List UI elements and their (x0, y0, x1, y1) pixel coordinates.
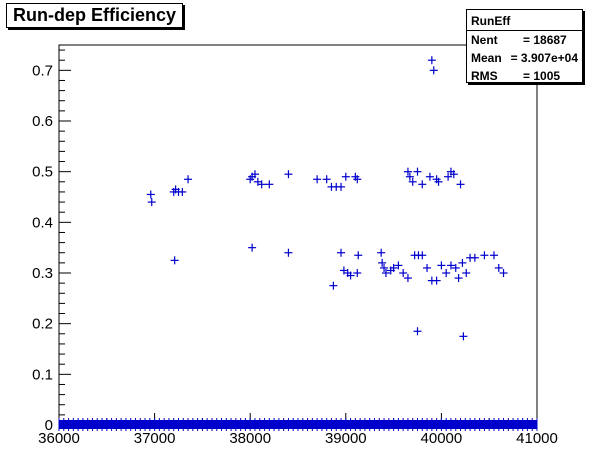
y-tick-label: 0.3 (32, 265, 53, 282)
data-point (446, 261, 455, 270)
data-point (456, 180, 465, 189)
data-point (353, 175, 362, 184)
chart-points (58, 56, 538, 431)
stats-row-mean: Mean = 3.907e+04 (471, 49, 578, 67)
data-point (470, 253, 479, 262)
y-tick-label: 0.5 (32, 164, 53, 181)
data-point (377, 248, 386, 257)
data-point (403, 274, 412, 283)
data-point (257, 180, 266, 189)
data-point (413, 167, 422, 176)
data-point (494, 263, 503, 272)
data-point (405, 172, 414, 181)
data-point (346, 271, 355, 280)
data-point (429, 66, 438, 75)
data-point (459, 332, 468, 341)
data-point (499, 269, 508, 277)
data-point (403, 167, 412, 176)
data-point (248, 243, 257, 252)
stats-row-nent: Nent = 18687 (471, 31, 578, 49)
x-tick-label: 38000 (229, 430, 271, 447)
data-point (313, 175, 322, 184)
y-tick-label: 0.2 (32, 316, 53, 333)
data-point (322, 175, 331, 184)
y-tick-label: 0.4 (32, 214, 53, 231)
data-point (284, 248, 293, 257)
stats-label: Nent (471, 33, 498, 47)
data-point (449, 170, 458, 179)
data-point (184, 175, 193, 184)
y-tick-label: 0.1 (32, 366, 53, 383)
stats-row-rms: RMS = 1005 (471, 67, 578, 83)
chart-title: Run-dep Efficiency (6, 3, 184, 28)
data-point (399, 269, 408, 277)
x-tick-label: 39000 (325, 430, 367, 447)
data-point (489, 251, 498, 260)
data-point (458, 258, 467, 267)
data-point (380, 263, 389, 272)
x-tick-label: 40000 (421, 430, 463, 447)
data-point (337, 182, 346, 191)
data-point (432, 276, 441, 285)
x-tick-label: 36000 (38, 430, 80, 447)
data-point (354, 251, 363, 260)
data-point (413, 327, 422, 336)
y-tick-label: 0.6 (32, 113, 53, 130)
data-point (146, 190, 155, 199)
stats-label: RMS (471, 69, 498, 83)
data-point (480, 251, 489, 260)
data-point (389, 263, 398, 272)
data-point (437, 261, 446, 270)
data-point (265, 180, 274, 189)
stats-name: RunEff (471, 14, 511, 28)
data-point (444, 172, 453, 181)
data-point (337, 248, 346, 257)
stats-divider (467, 30, 582, 31)
data-point (434, 177, 443, 186)
y-tick-label: 0 (45, 417, 53, 434)
data-point (341, 172, 350, 181)
x-tick-label: 37000 (134, 430, 176, 447)
data-point (442, 269, 451, 277)
stats-label: Mean (471, 51, 502, 65)
data-point (451, 263, 460, 272)
stats-value: = 1005 (523, 69, 561, 83)
data-point (250, 170, 259, 179)
data-point (178, 187, 187, 196)
stats-box: RunEff Nent = 18687 Mean = 3.907e+04 RMS… (466, 9, 583, 83)
data-point (378, 258, 387, 267)
data-point (418, 251, 427, 260)
x-tick-label: 41000 (516, 430, 558, 447)
data-point (147, 198, 156, 207)
stats-value: = 18687 (523, 33, 567, 47)
chart-axes: 36000 37000 38000 39000 40000 41000 0 0.1 0.2 0.3… (32, 44, 558, 447)
data-point (423, 263, 432, 272)
data-point (329, 281, 338, 290)
data-point (394, 261, 403, 270)
data-point (454, 274, 463, 283)
data-point (353, 269, 362, 277)
data-point (408, 177, 417, 186)
data-point (284, 170, 293, 179)
data-point (462, 269, 471, 277)
stats-value: = 3.907e+04 (510, 51, 578, 65)
y-tick-label: 0.7 (32, 62, 53, 79)
data-point (381, 269, 390, 277)
data-point (427, 56, 436, 65)
plot-frame (58, 44, 538, 426)
data-point (418, 180, 427, 189)
data-point (170, 256, 179, 265)
data-point (425, 172, 434, 181)
